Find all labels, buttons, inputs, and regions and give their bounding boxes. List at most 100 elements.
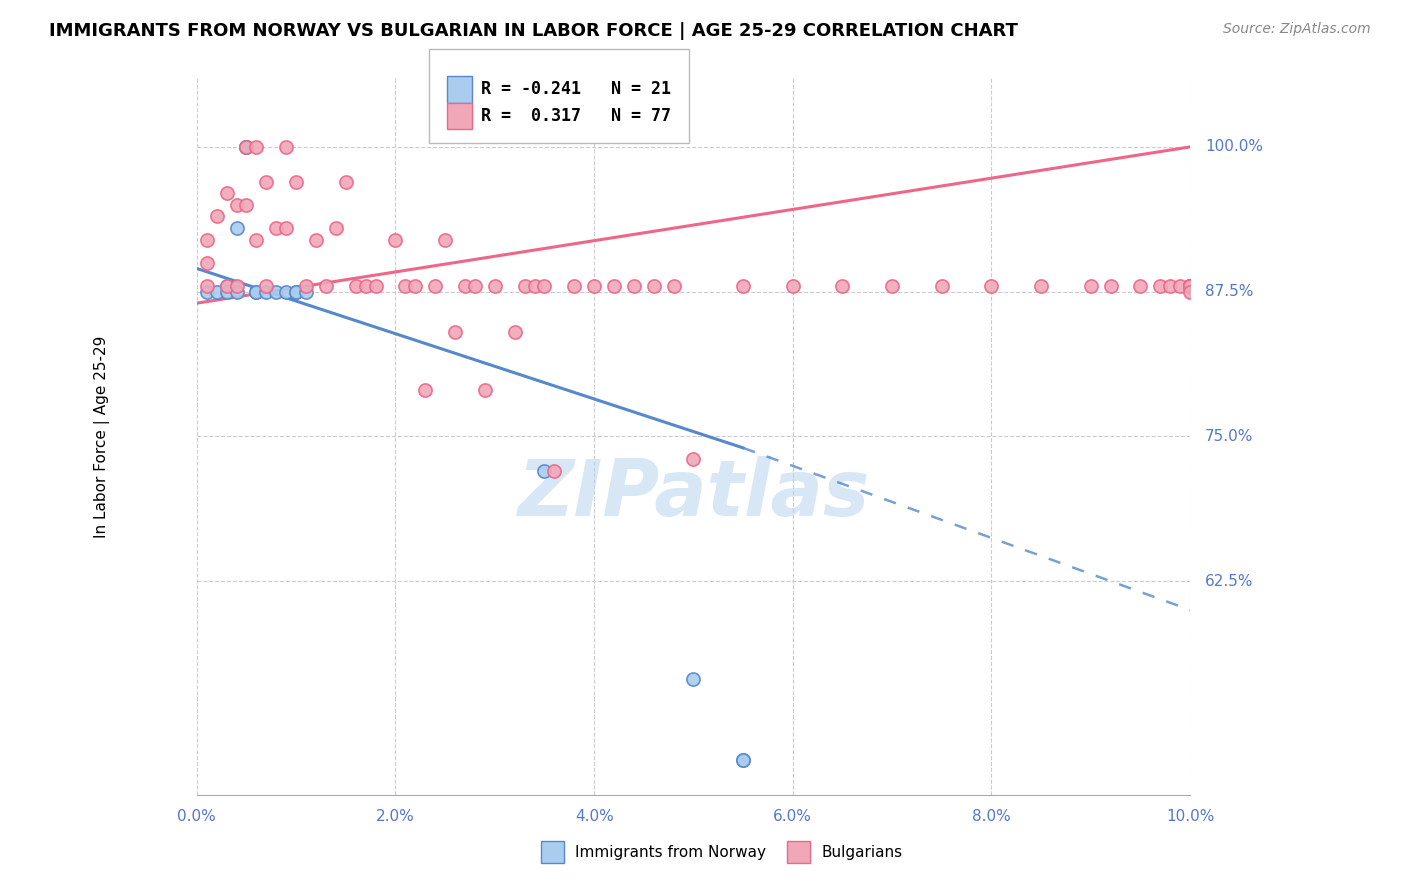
Text: IMMIGRANTS FROM NORWAY VS BULGARIAN IN LABOR FORCE | AGE 25-29 CORRELATION CHART: IMMIGRANTS FROM NORWAY VS BULGARIAN IN L… (49, 22, 1018, 40)
Text: 87.5%: 87.5% (1205, 285, 1253, 299)
Text: In Labor Force | Age 25-29: In Labor Force | Age 25-29 (94, 335, 111, 538)
Point (404, 278, 426, 293)
Text: 8.0%: 8.0% (972, 809, 1011, 824)
Point (235, 140, 257, 154)
Point (474, 383, 496, 397)
Text: ZIPatlas: ZIPatlas (517, 456, 869, 532)
Point (266, 221, 288, 235)
Point (266, 285, 288, 299)
Point (444, 325, 467, 339)
Point (1159, 278, 1181, 293)
Point (225, 285, 247, 299)
Text: 0.0%: 0.0% (177, 809, 217, 824)
Point (235, 198, 257, 212)
Point (354, 278, 377, 293)
Point (583, 278, 606, 293)
Point (195, 233, 218, 247)
Point (276, 285, 298, 299)
Point (1099, 278, 1122, 293)
Point (394, 278, 416, 293)
Point (682, 673, 704, 687)
Point (235, 140, 257, 154)
Point (533, 278, 555, 293)
Point (623, 278, 645, 293)
Point (235, 140, 257, 154)
Point (235, 140, 257, 154)
Point (215, 278, 238, 293)
Point (1178, 278, 1201, 293)
Point (344, 278, 367, 293)
Point (225, 278, 247, 293)
Point (1129, 278, 1152, 293)
Text: 75.0%: 75.0% (1205, 429, 1253, 444)
Text: 2.0%: 2.0% (375, 809, 415, 824)
Point (254, 285, 277, 299)
Point (1178, 278, 1201, 293)
Point (384, 233, 406, 247)
Point (562, 278, 585, 293)
Point (1080, 278, 1102, 293)
Point (215, 285, 238, 299)
Point (733, 754, 755, 768)
Point (603, 278, 626, 293)
Point (364, 278, 387, 293)
Point (225, 221, 247, 235)
Point (276, 221, 298, 235)
Point (454, 278, 477, 293)
Text: 62.5%: 62.5% (1205, 574, 1254, 589)
Point (215, 186, 238, 201)
Point (1178, 278, 1201, 293)
Point (195, 285, 218, 299)
Point (245, 233, 267, 247)
Text: 4.0%: 4.0% (575, 809, 613, 824)
Point (1178, 278, 1201, 293)
Point (533, 464, 555, 478)
Point (245, 285, 267, 299)
Point (831, 278, 853, 293)
Point (195, 278, 218, 293)
Point (245, 140, 267, 154)
Text: 10.0%: 10.0% (1166, 809, 1215, 824)
Point (1178, 278, 1201, 293)
Point (245, 285, 267, 299)
Point (215, 278, 238, 293)
Point (276, 140, 298, 154)
Point (205, 210, 228, 224)
Point (225, 198, 247, 212)
Point (1178, 278, 1201, 293)
Point (980, 278, 1002, 293)
Point (464, 278, 486, 293)
Point (285, 285, 308, 299)
Text: R =  0.317   N = 77: R = 0.317 N = 77 (481, 107, 671, 125)
Text: R = -0.241   N = 21: R = -0.241 N = 21 (481, 80, 671, 98)
Point (931, 278, 953, 293)
Text: 100.0%: 100.0% (1205, 139, 1263, 154)
Point (205, 285, 228, 299)
Text: 6.0%: 6.0% (773, 809, 813, 824)
Point (1168, 278, 1191, 293)
Point (484, 278, 506, 293)
Point (295, 285, 318, 299)
Point (682, 452, 704, 467)
Point (425, 278, 447, 293)
Point (325, 221, 347, 235)
Point (315, 278, 337, 293)
Point (1178, 278, 1201, 293)
Point (1029, 278, 1052, 293)
Point (662, 278, 685, 293)
Text: Bulgarians: Bulgarians (821, 845, 903, 860)
Point (305, 233, 328, 247)
Point (1178, 278, 1201, 293)
Point (1178, 278, 1201, 293)
Point (335, 175, 357, 189)
Point (1149, 278, 1171, 293)
Point (434, 233, 457, 247)
Point (295, 278, 318, 293)
Point (413, 383, 436, 397)
Point (254, 278, 277, 293)
Point (733, 754, 755, 768)
Point (1178, 278, 1201, 293)
Point (1178, 278, 1201, 293)
Point (254, 175, 277, 189)
Point (643, 278, 665, 293)
